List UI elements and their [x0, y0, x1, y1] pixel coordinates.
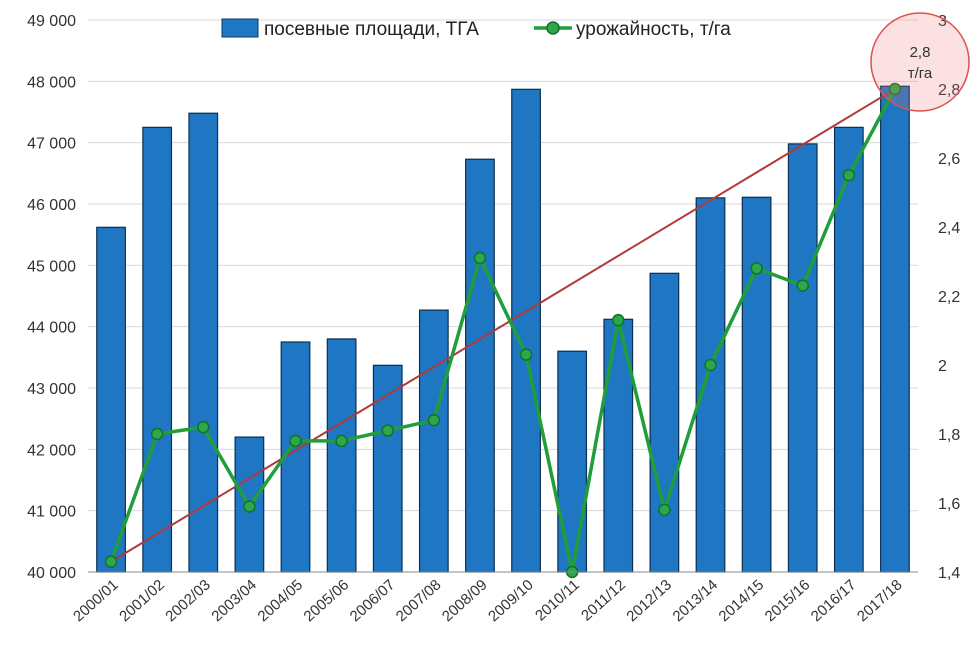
bar	[557, 350, 588, 573]
bar	[833, 126, 864, 573]
bar	[880, 85, 910, 573]
category-label: 2004/05	[254, 576, 306, 625]
legend-bar-label: посевные площади, ТГА	[264, 19, 479, 40]
category-label: 2000/01	[70, 576, 122, 625]
left-tick-label: 41 000	[27, 504, 76, 521]
right-tick-label: 2,6	[938, 151, 960, 168]
trend-layer	[110, 88, 896, 563]
yield-point	[335, 434, 348, 448]
left-tick-label: 48 000	[27, 74, 76, 91]
yield-point	[243, 500, 256, 513]
bar	[96, 226, 126, 573]
category-label: 2001/02	[116, 576, 168, 625]
legend-line-label: урожайность, т/га	[576, 19, 731, 40]
category-label: 2013/14	[669, 576, 721, 625]
category-label: 2002/03	[162, 576, 214, 625]
left-tick-label: 43 000	[27, 381, 76, 398]
bar	[649, 272, 680, 573]
left-tick-label: 45 000	[27, 258, 76, 275]
yield-point	[427, 413, 441, 427]
yield-point	[473, 251, 487, 265]
right-tick-label: 1,6	[938, 496, 960, 513]
category-label: 2010/11	[532, 576, 583, 624]
left-tick-label: 47 000	[27, 136, 76, 153]
yield-point	[658, 503, 671, 517]
yield-point	[796, 279, 809, 292]
right-tick-label: 3	[938, 13, 947, 30]
right-tick-label: 2	[938, 358, 947, 375]
yield-point	[150, 427, 164, 441]
right-tick-label: 1,8	[938, 427, 960, 444]
left-tick-label: 40 000	[27, 565, 76, 582]
left-tick-label: 49 000	[27, 13, 76, 30]
category-label: 2006/07	[347, 576, 399, 625]
legend-layer: посевные площади, ТГА урожайность, т/га	[221, 18, 731, 40]
right-tick-label: 2,8	[938, 82, 960, 99]
category-label: 2011/12	[578, 576, 629, 624]
bar	[142, 126, 173, 573]
legend-line-marker	[546, 21, 560, 35]
grid-layer	[88, 19, 918, 573]
category-label: 2015/16	[762, 576, 814, 625]
category-label: 2008/09	[439, 576, 491, 625]
annotation-layer: 2,8 т/га	[870, 12, 970, 112]
yield-point	[104, 555, 118, 568]
category-label: 2005/06	[301, 576, 353, 625]
legend-bar-swatch	[221, 18, 259, 38]
annotation-unit: т/га	[908, 65, 933, 82]
bar	[418, 309, 449, 573]
annotation-circle	[870, 12, 970, 112]
yield-line	[109, 88, 897, 574]
yield-point	[888, 82, 902, 96]
yield-point	[289, 434, 302, 448]
category-label: 2016/17	[808, 576, 860, 625]
category-label: 2007/08	[393, 576, 445, 625]
category-label: 2014/15	[716, 576, 768, 625]
bar	[787, 143, 818, 573]
bars-layer	[96, 85, 910, 573]
bar	[465, 158, 495, 573]
category-label: 2003/04	[208, 576, 260, 625]
bar	[372, 364, 403, 573]
yield-point	[842, 169, 856, 182]
annotation-value: 2,8	[910, 44, 931, 61]
yield-point	[381, 424, 394, 437]
bar	[741, 196, 772, 573]
right-tick-label: 2,4	[938, 220, 960, 237]
bar	[188, 112, 219, 573]
bar	[695, 197, 726, 573]
left-tick-label: 44 000	[27, 320, 76, 337]
yield-point	[750, 262, 763, 275]
category-label: 2012/13	[623, 576, 675, 625]
right-tick-label: 1,4	[938, 565, 960, 582]
left-tick-label: 46 000	[27, 197, 76, 214]
right-tick-label: 2,2	[938, 289, 960, 306]
left-tick-label: 42 000	[27, 442, 76, 459]
category-label: 2009/10	[485, 576, 537, 625]
category-label: 2017/18	[854, 576, 906, 625]
yield-point	[612, 313, 625, 327]
yield-point	[519, 348, 533, 361]
yield-point	[704, 358, 717, 372]
trend-line	[110, 88, 896, 563]
yield-point	[197, 420, 210, 434]
bar	[326, 338, 357, 573]
